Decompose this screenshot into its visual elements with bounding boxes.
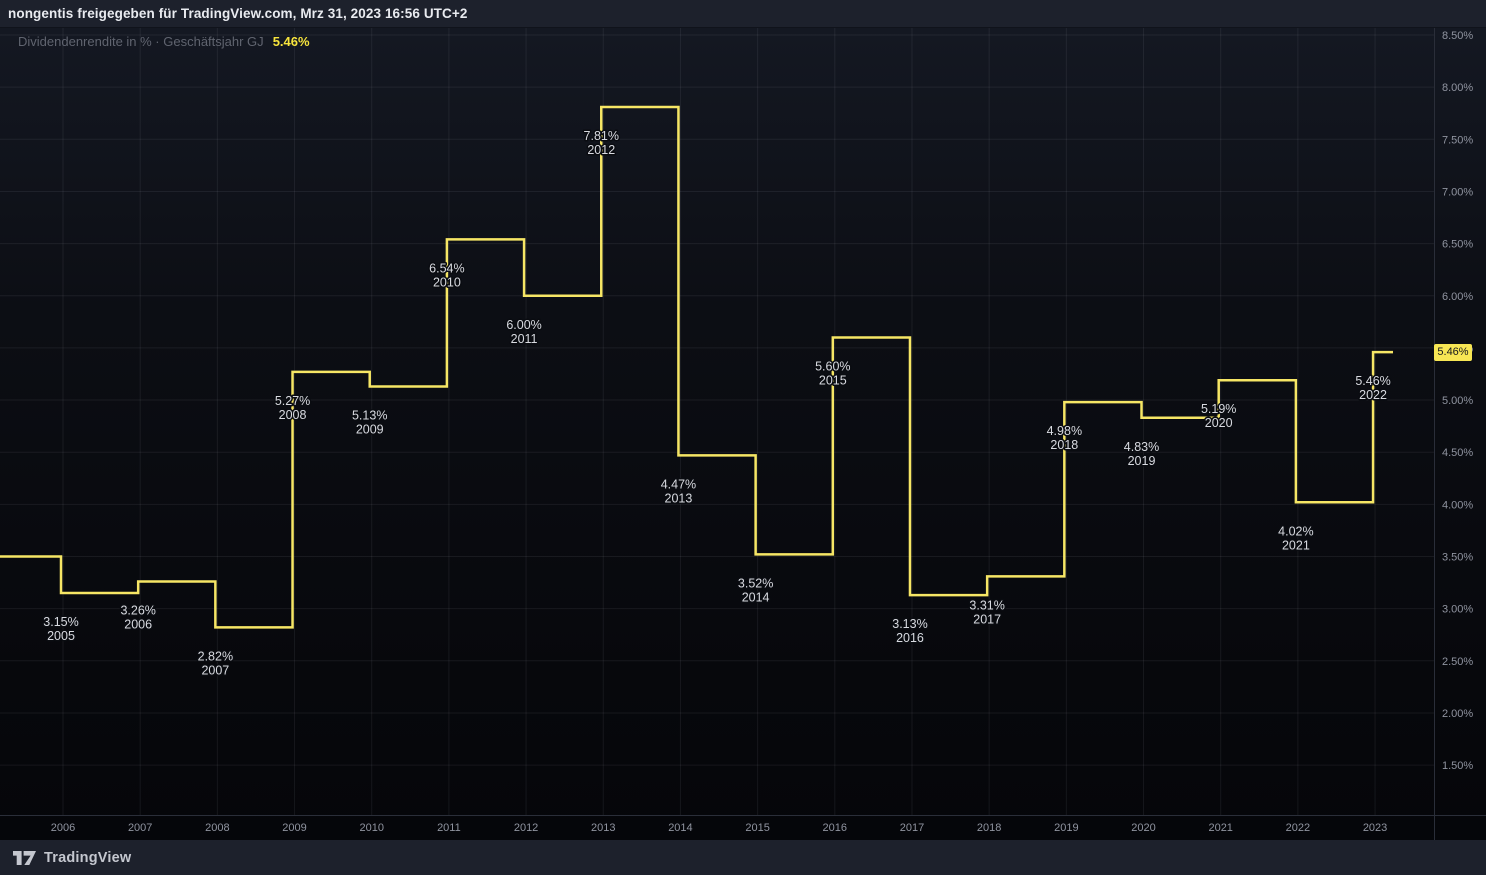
point-year-label: 2015 [819,373,847,387]
point-year-label: 2018 [1050,438,1078,452]
point-year-label: 2010 [433,275,461,289]
point-year-label: 2013 [665,491,693,505]
time-tick-label: 2022 [1286,822,1310,834]
time-tick-label: 2008 [205,822,229,834]
point-value-label: 4.02% [1278,524,1313,538]
time-tick-label: 2019 [1054,822,1078,834]
point-year-label: 2022 [1359,388,1387,402]
price-tick-label: 6.50% [1442,239,1473,251]
point-value-label: 7.81% [584,129,619,143]
point-value-label: 5.13% [352,408,387,422]
chart-region: 8.50%8.00%7.50%7.00%6.50%6.00%5.50%5.00%… [0,28,1486,840]
point-value-label: 3.26% [120,604,155,618]
point-value-label: 5.19% [1201,402,1236,416]
price-axis-labels: 8.50%8.00%7.50%7.00%6.50%6.00%5.50%5.00%… [1442,30,1473,772]
time-tick-label: 2012 [514,822,538,834]
point-year-label: 2008 [279,408,307,422]
point-year-label: 2011 [511,332,538,346]
price-tick-label: 8.00% [1442,82,1473,94]
current-price-badge: 5.46% [1434,343,1472,361]
time-tick-label: 2015 [745,822,769,834]
axis-borders [0,28,1486,840]
footer-bar: TradingView [0,840,1486,875]
price-tick-label: 2.00% [1442,708,1473,720]
point-year-label: 2021 [1282,538,1310,552]
chart-canvas[interactable]: 8.50%8.00%7.50%7.00%6.50%6.00%5.50%5.00%… [0,28,1486,840]
point-value-label: 4.83% [1124,440,1159,454]
point-year-label: 2006 [124,618,152,632]
time-tick-label: 2006 [51,822,75,834]
time-tick-label: 2018 [977,822,1001,834]
point-value-label: 5.27% [275,394,310,408]
time-tick-label: 2009 [282,822,306,834]
tradingview-link[interactable]: TradingView [12,850,131,866]
price-tick-label: 3.50% [1442,552,1473,564]
point-labels: 3.15%2005 3.26%2006 2.82%2007 5.27%2008 5.13… [42,127,1393,678]
time-axis-labels: 2006 2007 2008 2009 2010 2011 2012 2013 2014 2015… [51,822,1388,834]
time-tick-label: 2020 [1131,822,1155,834]
time-tick-label: 2014 [668,822,692,834]
point-year-label: 2020 [1205,416,1233,430]
point-year-label: 2009 [356,422,384,436]
price-tick-label: 6.00% [1442,291,1473,303]
point-value-label: 5.60% [815,359,850,373]
time-tick-label: 2021 [1208,822,1232,834]
time-tick-label: 2017 [900,822,924,834]
point-value-label: 3.13% [892,617,927,631]
point-value-label: 3.31% [969,598,1004,612]
point-value-label: 6.54% [429,261,464,275]
time-tick-label: 2013 [591,822,615,834]
publication-title: nongentis freigegeben für TradingView.co… [8,6,468,21]
point-year-label: 2017 [973,612,1001,626]
point-year-label: 2012 [587,143,615,157]
point-year-label: 2005 [47,629,75,643]
point-year-label: 2014 [742,590,770,604]
price-tick-label: 4.00% [1442,499,1473,511]
point-year-label: 2007 [201,663,229,677]
price-tick-label: 5.00% [1442,395,1473,407]
price-tick-label: 7.50% [1442,134,1473,146]
point-value-label: 4.98% [1047,424,1082,438]
point-value-label: 4.47% [661,477,696,491]
time-tick-label: 2011 [437,822,461,834]
price-tick-label: 4.50% [1442,447,1473,459]
point-year-label: 2019 [1128,454,1156,468]
point-value-label: 2.82% [198,649,233,663]
legend-last-value: 5.46% [272,34,310,49]
price-tick-label: 8.50% [1442,30,1473,42]
price-tick-label: 7.00% [1442,186,1473,198]
grid [0,28,1434,815]
time-tick-label: 2010 [359,822,383,834]
time-tick-label: 2023 [1363,822,1387,834]
header-bar: nongentis freigegeben für TradingView.co… [0,0,1486,28]
price-tick-label: 3.00% [1442,604,1473,616]
point-value-label: 3.52% [738,576,773,590]
price-tick-label: 2.50% [1442,656,1473,668]
time-tick-label: 2016 [823,822,847,834]
point-value-label: 5.46% [1355,374,1390,388]
point-value-label: 3.15% [43,615,78,629]
dividend-yield-step-line [0,105,1393,629]
tradingview-brand-text: TradingView [44,849,132,866]
point-year-label: 2016 [896,631,924,645]
point-value-label: 6.00% [506,318,541,332]
time-tick-label: 2007 [128,822,152,834]
price-tick-label: 1.50% [1442,760,1473,772]
legend[interactable]: Dividendenrendite in % · Geschäftsjahr G… [18,34,310,49]
tradingview-logo-icon [13,850,36,865]
legend-series-label: Dividendenrendite in % · Geschäftsjahr G… [18,34,264,49]
